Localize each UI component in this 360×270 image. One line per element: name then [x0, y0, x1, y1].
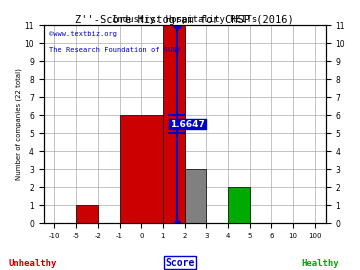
Text: Healthy: Healthy [302, 259, 339, 268]
Title: Z''-Score Histogram for CHSP (2016): Z''-Score Histogram for CHSP (2016) [75, 15, 294, 25]
Y-axis label: Number of companies (22 total): Number of companies (22 total) [15, 68, 22, 180]
Bar [76, 205, 98, 223]
Text: 1.6647: 1.6647 [170, 120, 205, 129]
Text: ©www.textbiz.org: ©www.textbiz.org [49, 31, 117, 37]
Bar [120, 115, 163, 223]
Bar [185, 169, 206, 223]
Bar [163, 25, 185, 223]
Text: Industry: Hospitality REITs: Industry: Hospitality REITs [112, 15, 257, 24]
Text: Score: Score [165, 258, 195, 268]
Bar [228, 187, 250, 223]
Text: The Research Foundation of SUNY: The Research Foundation of SUNY [49, 47, 181, 53]
Text: Unhealthy: Unhealthy [8, 259, 57, 268]
